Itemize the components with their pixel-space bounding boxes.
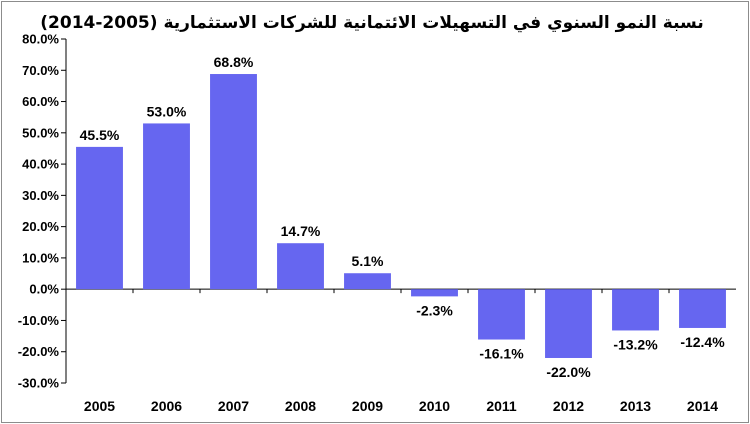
- data-label-2005: 45.5%: [80, 127, 120, 143]
- y-tick-label: 40.0%: [22, 157, 59, 172]
- bar-2007: [210, 74, 257, 290]
- category-label-2009: 2009: [352, 398, 383, 414]
- data-label-2011: -16.1%: [479, 346, 524, 362]
- y-tick-label: -30.0%: [18, 376, 60, 391]
- bar-2008: [277, 243, 324, 290]
- y-tick-label: 80.0%: [22, 32, 59, 47]
- bar-2009: [344, 273, 391, 290]
- data-label-2014: -12.4%: [680, 334, 725, 350]
- chart-title: نسبة النمو السنوي في التسهيلات الائتماني…: [40, 13, 704, 33]
- category-label-2008: 2008: [285, 398, 316, 414]
- axes: 80.0% 70.0% 60.0% 50.0% 40.0% 30.0% 20.0% 10.0%…: [18, 32, 736, 391]
- data-label-2010: -2.3%: [416, 302, 453, 318]
- y-tick-label: 60.0%: [22, 94, 59, 109]
- bar-2014: [679, 289, 726, 328]
- data-label-2007: 68.8%: [214, 54, 254, 70]
- category-labels: 2005 2006 2007 2008 2009 2010 2011 2012 2013 2014: [84, 398, 718, 414]
- y-tick-label: 30.0%: [22, 188, 59, 203]
- y-tick-label: 20.0%: [22, 219, 59, 234]
- data-label-2008: 14.7%: [281, 223, 321, 239]
- y-tick-label: 50.0%: [22, 125, 59, 140]
- y-tick-label: -10.0%: [18, 313, 60, 328]
- y-tick-label: -20.0%: [18, 344, 60, 359]
- y-tick-label: 10.0%: [22, 250, 59, 265]
- bar-2006: [143, 123, 190, 290]
- data-label-2012: -22.0%: [546, 364, 591, 380]
- category-label-2014: 2014: [687, 398, 718, 414]
- bar-2012: [545, 289, 592, 358]
- category-label-2006: 2006: [151, 398, 182, 414]
- bar-2005: [76, 146, 123, 290]
- data-label-2009: 5.1%: [352, 253, 384, 269]
- bar-2013: [612, 289, 659, 331]
- category-label-2010: 2010: [419, 398, 450, 414]
- data-labels: 45.5% 53.0% 68.8% 14.7% 5.1% -2.3% -16.1% -22.0…: [80, 54, 726, 380]
- y-tick-label: 0.0%: [29, 282, 59, 297]
- bar-2010: [411, 289, 458, 297]
- category-label-2012: 2012: [553, 398, 584, 414]
- bars: [76, 74, 726, 358]
- data-label-2006: 53.0%: [147, 103, 187, 119]
- bar-2011: [478, 289, 525, 340]
- category-label-2011: 2011: [486, 398, 517, 414]
- data-label-2013: -13.2%: [613, 336, 658, 352]
- category-label-2013: 2013: [620, 398, 651, 414]
- category-label-2005: 2005: [84, 398, 115, 414]
- category-label-2007: 2007: [218, 398, 249, 414]
- y-tick-label: 70.0%: [22, 63, 59, 78]
